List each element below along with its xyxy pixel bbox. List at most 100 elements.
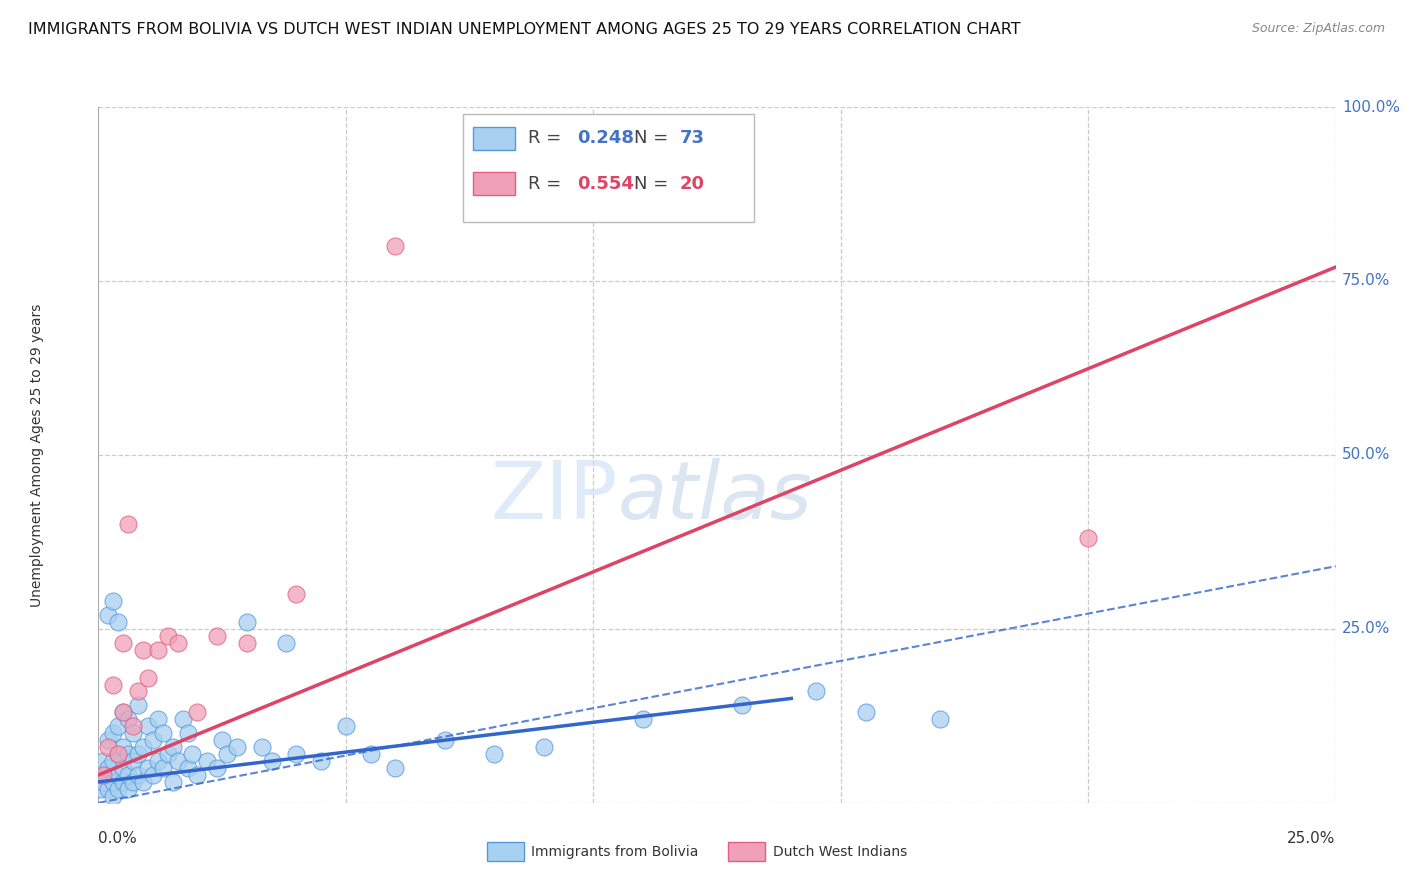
Text: 0.554: 0.554 <box>578 175 634 193</box>
Point <box>107 781 129 796</box>
Point <box>97 607 120 622</box>
Point <box>107 747 129 761</box>
Point <box>103 775 125 789</box>
Point <box>107 719 129 733</box>
Point <box>127 698 149 713</box>
Point <box>112 740 135 755</box>
FancyBboxPatch shape <box>728 842 765 862</box>
Point <box>127 684 149 698</box>
Point <box>112 706 135 720</box>
Text: 0.248: 0.248 <box>578 129 634 147</box>
Text: 25.0%: 25.0% <box>1288 830 1336 846</box>
Point <box>142 733 165 747</box>
Point <box>236 615 259 629</box>
Text: 50.0%: 50.0% <box>1341 448 1391 462</box>
Point <box>112 775 135 789</box>
Text: IMMIGRANTS FROM BOLIVIA VS DUTCH WEST INDIAN UNEMPLOYMENT AMONG AGES 25 TO 29 YE: IMMIGRANTS FROM BOLIVIA VS DUTCH WEST IN… <box>28 22 1021 37</box>
Text: 100.0%: 100.0% <box>1341 100 1400 114</box>
Text: N =: N = <box>634 175 673 193</box>
Point <box>146 712 169 726</box>
Point <box>90 781 112 796</box>
Point <box>94 768 117 782</box>
Point <box>112 636 135 650</box>
Point <box>117 712 139 726</box>
Text: Immigrants from Bolivia: Immigrants from Bolivia <box>531 845 699 858</box>
Text: atlas: atlas <box>619 458 813 536</box>
Point <box>156 747 179 761</box>
FancyBboxPatch shape <box>486 842 524 862</box>
Point <box>93 754 115 768</box>
Point <box>217 747 239 761</box>
Point <box>156 629 179 643</box>
Point <box>122 754 145 768</box>
Point <box>186 768 208 782</box>
Point <box>93 768 115 782</box>
Text: 73: 73 <box>681 129 704 147</box>
Point <box>136 761 159 775</box>
Text: N =: N = <box>634 129 673 147</box>
Point <box>1077 532 1099 546</box>
Point <box>117 781 139 796</box>
Point <box>127 747 149 761</box>
Point <box>260 754 283 768</box>
Point <box>142 768 165 782</box>
Point <box>205 629 228 643</box>
Point <box>211 733 233 747</box>
Point <box>285 587 308 601</box>
Point <box>103 726 125 740</box>
Point <box>226 740 249 755</box>
Point <box>166 636 188 650</box>
Point <box>533 740 555 755</box>
Point <box>186 706 208 720</box>
FancyBboxPatch shape <box>474 127 516 150</box>
Point <box>484 747 506 761</box>
Point <box>132 740 155 755</box>
Text: 25.0%: 25.0% <box>1341 622 1391 636</box>
Point <box>97 740 120 755</box>
Point <box>97 733 120 747</box>
Text: Dutch West Indians: Dutch West Indians <box>773 845 907 858</box>
Text: R =: R = <box>527 129 567 147</box>
Point <box>136 719 159 733</box>
Point <box>107 747 129 761</box>
Point <box>195 754 218 768</box>
Point <box>384 761 406 775</box>
Point <box>117 747 139 761</box>
Text: ZIP: ZIP <box>491 458 619 536</box>
Point <box>250 740 273 755</box>
Point <box>285 747 308 761</box>
Point <box>236 636 259 650</box>
Point <box>176 761 198 775</box>
Text: 0.0%: 0.0% <box>98 830 138 846</box>
Text: 20: 20 <box>681 175 704 193</box>
Point <box>112 706 135 720</box>
Point <box>804 684 827 698</box>
Point <box>93 775 115 789</box>
Point <box>433 733 456 747</box>
FancyBboxPatch shape <box>474 172 516 195</box>
Point <box>127 768 149 782</box>
Point <box>103 677 125 691</box>
Point <box>122 726 145 740</box>
Point <box>631 712 654 726</box>
Point <box>152 726 174 740</box>
Text: R =: R = <box>527 175 567 193</box>
Point <box>176 726 198 740</box>
Point <box>146 642 169 657</box>
Point <box>132 775 155 789</box>
Point <box>117 517 139 532</box>
Point <box>112 761 135 775</box>
Point <box>172 712 194 726</box>
Point <box>146 754 169 768</box>
Point <box>205 761 228 775</box>
Point <box>122 775 145 789</box>
Text: Unemployment Among Ages 25 to 29 years: Unemployment Among Ages 25 to 29 years <box>30 303 44 607</box>
Point <box>122 719 145 733</box>
Point <box>276 636 298 650</box>
Point <box>731 698 754 713</box>
Point <box>103 789 125 803</box>
Point <box>928 712 950 726</box>
Point <box>152 761 174 775</box>
Text: 75.0%: 75.0% <box>1341 274 1391 288</box>
Point <box>181 747 204 761</box>
